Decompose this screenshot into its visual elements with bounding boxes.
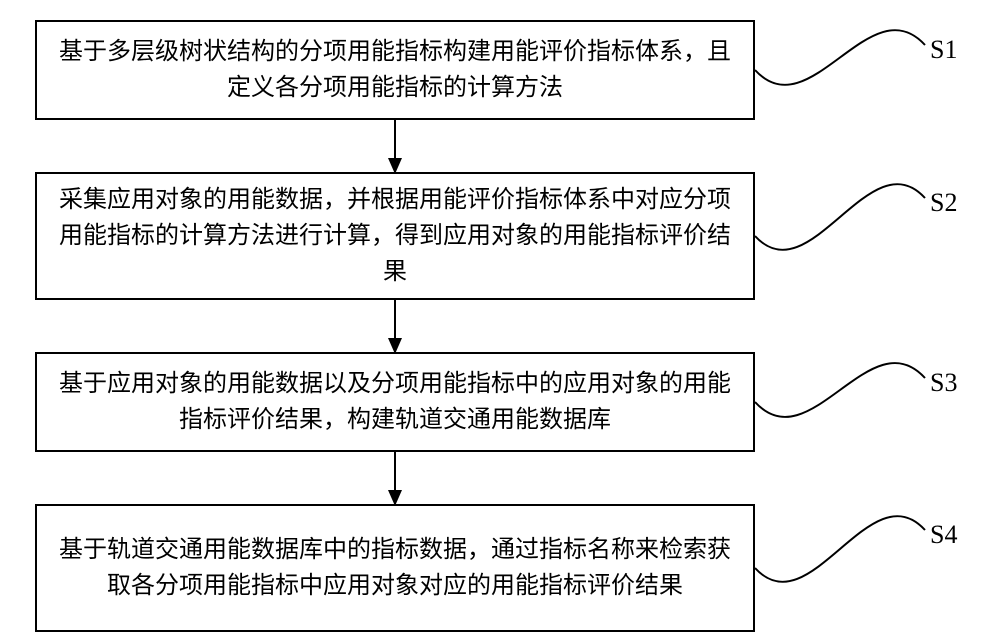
step-text-s1: 基于多层级树状结构的分项用能指标构建用能评价指标体系，且定义各分项用能指标的计算…	[57, 34, 733, 106]
flowchart-stage: 基于多层级树状结构的分项用能指标构建用能评价指标体系，且定义各分项用能指标的计算…	[0, 0, 1000, 633]
step-box-s4: 基于轨道交通用能数据库中的指标数据，通过指标名称来检索获取各分项用能指标中应用对…	[35, 504, 755, 632]
connector-s4	[755, 516, 925, 582]
step-text-s2: 采集应用对象的用能数据，并根据用能评价指标体系中对应分项用能指标的计算方法进行计…	[57, 182, 733, 290]
step-label-s1: S1	[930, 35, 957, 65]
connector-s1	[755, 30, 925, 85]
connector-s3	[755, 363, 925, 417]
step-box-s1: 基于多层级树状结构的分项用能指标构建用能评价指标体系，且定义各分项用能指标的计算…	[35, 20, 755, 120]
step-label-s4: S4	[930, 520, 957, 550]
step-text-s3: 基于应用对象的用能数据以及分项用能指标中的应用对象的用能指标评价结果，构建轨道交…	[57, 366, 733, 438]
step-label-s2: S2	[930, 188, 957, 218]
step-label-s3: S3	[930, 368, 957, 398]
connector-s2	[755, 184, 925, 250]
step-box-s3: 基于应用对象的用能数据以及分项用能指标中的应用对象的用能指标评价结果，构建轨道交…	[35, 352, 755, 452]
step-text-s4: 基于轨道交通用能数据库中的指标数据，通过指标名称来检索获取各分项用能指标中应用对…	[57, 532, 733, 604]
step-box-s2: 采集应用对象的用能数据，并根据用能评价指标体系中对应分项用能指标的计算方法进行计…	[35, 172, 755, 300]
